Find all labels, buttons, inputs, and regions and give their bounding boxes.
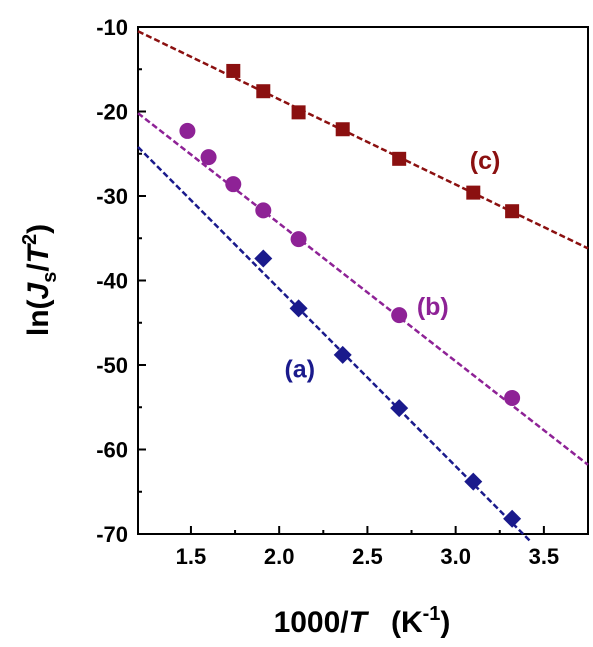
x-tick-label: 1.5 bbox=[176, 544, 207, 569]
data-point-circle bbox=[225, 176, 242, 193]
data-point-circle bbox=[200, 149, 217, 166]
y-axis-title: ln(Js/T2) bbox=[19, 224, 61, 336]
x-tick-label: 3.0 bbox=[440, 544, 471, 569]
series-label: (c) bbox=[470, 147, 501, 175]
data-point-diamond bbox=[503, 509, 522, 528]
y-tick-label: -50 bbox=[96, 353, 128, 378]
data-point-diamond bbox=[464, 472, 483, 491]
fit-line bbox=[137, 146, 533, 544]
axis-ticks: 1.5 2.0 2.5 3.0 3.5 -70 -60 -50 -40 -30 -20 -10 bbox=[96, 15, 559, 569]
data-point-square bbox=[392, 151, 407, 166]
data-point-circle bbox=[290, 231, 307, 248]
data-point-square bbox=[226, 63, 241, 78]
y-tick-label: -10 bbox=[96, 15, 128, 40]
x-tick-label: 2.5 bbox=[352, 544, 383, 569]
y-tick-label: -20 bbox=[96, 100, 128, 125]
x-tick-label: 2.0 bbox=[264, 544, 295, 569]
data-point-circle bbox=[179, 122, 196, 139]
data-point-square bbox=[505, 204, 520, 219]
y-tick-label: -40 bbox=[96, 269, 128, 294]
data-point-diamond bbox=[333, 345, 352, 364]
y-tick-label: -30 bbox=[96, 184, 128, 209]
x-axis-title: 1000/T (K-1) bbox=[274, 603, 451, 639]
series-labels: (c) (b) (a) bbox=[284, 147, 500, 384]
series-label: (b) bbox=[417, 293, 449, 321]
plot-frame bbox=[137, 26, 589, 535]
fit-line bbox=[137, 30, 589, 250]
series-label: (a) bbox=[284, 356, 315, 384]
data-point-square bbox=[466, 185, 481, 200]
fit-line bbox=[137, 112, 589, 466]
x-tick-label: 3.5 bbox=[529, 544, 560, 569]
y-tick-label: -70 bbox=[96, 522, 128, 547]
data-point-square bbox=[256, 84, 271, 99]
data-point-diamond bbox=[390, 399, 409, 418]
y-tick-label: -60 bbox=[96, 438, 128, 463]
data-point-square bbox=[335, 122, 350, 137]
data-point-square bbox=[291, 105, 306, 120]
data-markers bbox=[179, 63, 522, 528]
fit-lines bbox=[137, 30, 589, 544]
data-point-circle bbox=[391, 307, 408, 324]
data-point-circle bbox=[504, 389, 521, 406]
data-point-diamond bbox=[289, 299, 308, 318]
data-point-circle bbox=[255, 202, 272, 219]
data-point-diamond bbox=[254, 249, 273, 268]
